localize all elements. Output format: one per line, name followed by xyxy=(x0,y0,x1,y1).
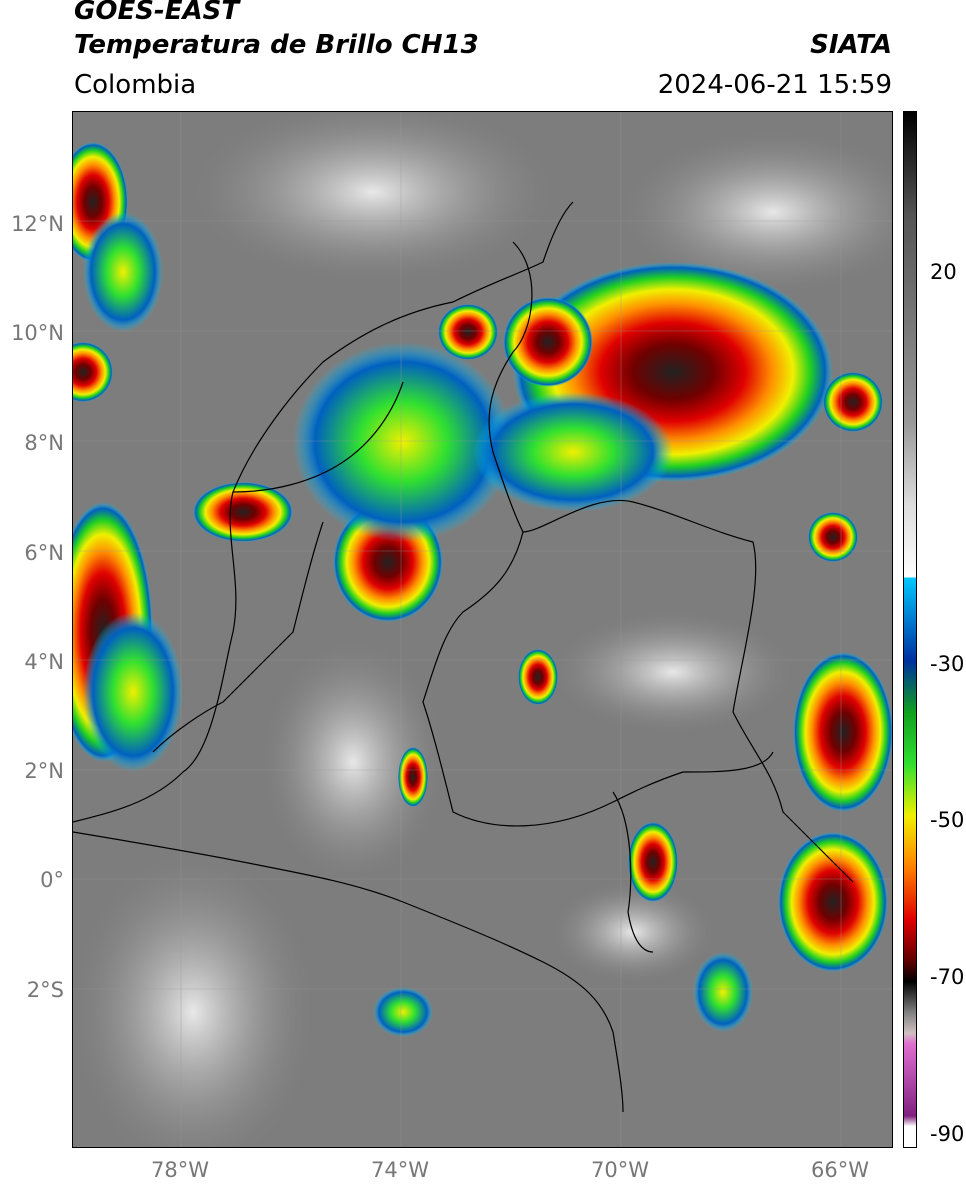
storm-cell xyxy=(518,649,558,705)
cloud-area xyxy=(553,612,793,732)
lat-label-6N: 6°N xyxy=(24,541,64,565)
storm-cell xyxy=(193,482,293,542)
lat-label-2N: 2°N xyxy=(24,759,64,783)
storm-cell xyxy=(793,652,892,812)
convection-area xyxy=(83,212,163,332)
title-satellite: GOES-EAST xyxy=(74,0,240,26)
colorbar-tick-minus90: -90 xyxy=(930,1122,965,1146)
convection-area xyxy=(473,392,673,512)
storm-cell xyxy=(808,512,858,562)
satellite-map xyxy=(72,111,893,1148)
lon-label-74W: 74°W xyxy=(371,1158,429,1182)
cloud-area xyxy=(193,112,553,282)
lat-label-12N: 12°N xyxy=(11,212,64,236)
colorbar xyxy=(903,111,917,1148)
storm-cell xyxy=(398,747,428,807)
lon-label-78W: 78°W xyxy=(151,1158,209,1182)
lon-label-66W: 66°W xyxy=(811,1158,869,1182)
convection-area xyxy=(293,342,513,542)
lat-label-8N: 8°N xyxy=(24,431,64,455)
lat-label-10N: 10°N xyxy=(11,321,64,345)
org-label: SIATA xyxy=(810,30,892,60)
colorbar-tick-minus50: -50 xyxy=(930,808,965,832)
title-product: Temperatura de Brillo CH13 xyxy=(74,30,479,60)
region-label: Colombia xyxy=(74,70,197,100)
lat-label-4N: 4°N xyxy=(24,650,64,674)
storm-cell xyxy=(823,372,883,432)
lon-label-70W: 70°W xyxy=(591,1158,649,1182)
colorbar-tick-minus30: -30 xyxy=(930,652,965,676)
convection-area xyxy=(373,987,433,1037)
storm-cell xyxy=(438,304,498,360)
datetime-label: 2024-06-21 15:59 xyxy=(657,70,892,100)
colorbar-tick-20: 20 xyxy=(930,260,957,284)
borders xyxy=(73,201,854,1113)
lat-label-0: 0° xyxy=(40,868,64,892)
lat-label-2S: 2°S xyxy=(26,978,64,1002)
storm-cell xyxy=(73,342,113,402)
cloud-area xyxy=(623,132,892,292)
convection-area xyxy=(83,612,183,772)
convection-area xyxy=(693,952,753,1032)
storm-cell xyxy=(778,832,888,972)
cloud-area xyxy=(263,642,443,882)
cloud-area xyxy=(73,852,313,1147)
map-imagery xyxy=(73,112,892,1147)
graticule xyxy=(73,112,892,1147)
storm-cell xyxy=(503,297,593,387)
storm-cell xyxy=(628,822,678,902)
colorbar-tick-minus70: -70 xyxy=(930,965,965,989)
